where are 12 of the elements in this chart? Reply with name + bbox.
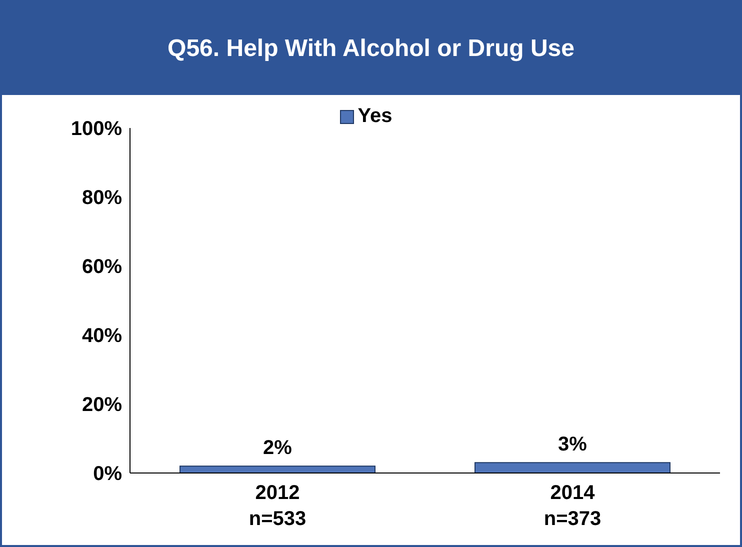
y-tick-label: 80% xyxy=(82,187,122,210)
y-tick-label: 40% xyxy=(82,325,122,348)
chart-title: Q56. Help With Alcohol or Drug Use xyxy=(2,2,740,95)
legend-label: Yes xyxy=(356,105,392,128)
y-tick-label: 60% xyxy=(82,256,122,278)
data-label: 2% xyxy=(263,437,292,460)
data-label: 3% xyxy=(558,434,588,456)
y-tick-label: 0% xyxy=(93,463,122,486)
y-tick-label: 100% xyxy=(70,118,122,140)
y-tick-label: 20% xyxy=(82,394,122,416)
x-tick-label: 2012 n=533 xyxy=(248,482,306,530)
x-tick-label: 2014 n=373 xyxy=(544,482,602,530)
